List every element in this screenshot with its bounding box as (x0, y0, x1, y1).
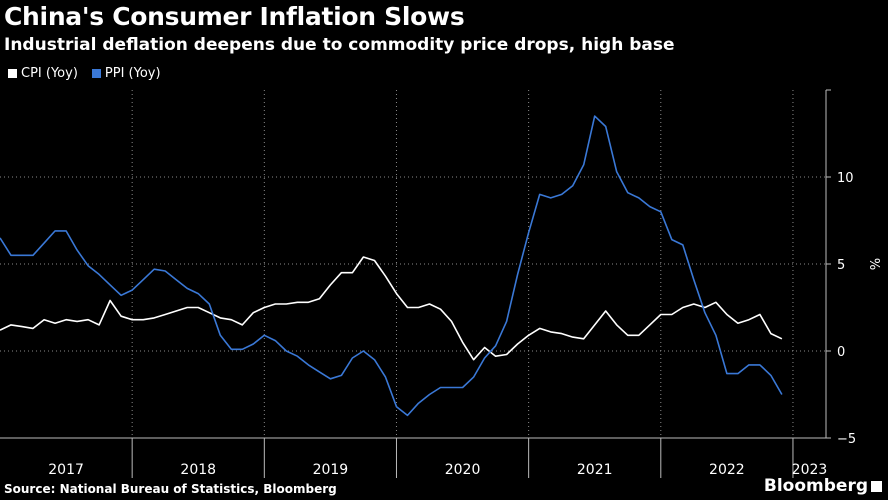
y-axis-label: % (866, 258, 881, 270)
y-tick-label: 0 (837, 345, 845, 360)
x-tick-label: 2018 (180, 462, 216, 478)
legend-label-cpi: CPI (Yoy) (21, 66, 78, 81)
x-tick-label: 2019 (313, 462, 349, 478)
x-tick-label: 2017 (48, 462, 84, 478)
x-tick-label: 2021 (577, 462, 613, 478)
source-note: Source: National Bureau of Statistics, B… (4, 482, 337, 496)
x-tick-label: 2022 (709, 462, 745, 478)
cpi-line (0, 256, 783, 361)
legend-item-ppi: PPI (Yoy) (91, 66, 161, 81)
chart-subtitle: Industrial deflation deepens due to comm… (4, 35, 675, 55)
ppi-line (0, 115, 783, 417)
x-tick-label: 2020 (445, 462, 481, 478)
legend: CPI (Yoy) PPI (Yoy) (8, 66, 161, 81)
legend-label-ppi: PPI (Yoy) (104, 66, 161, 81)
y-tick-label: 10 (837, 171, 854, 186)
legend-swatch-cpi (8, 69, 17, 78)
legend-swatch-ppi (91, 69, 101, 78)
x-tick-label: 2023 (792, 462, 828, 478)
brand-label: Bloomberg (763, 476, 868, 496)
legend-item-cpi: CPI (Yoy) (8, 66, 78, 81)
y-tick-label: 5 (837, 258, 845, 273)
chart-title: China's Consumer Inflation Slows (4, 2, 465, 31)
bloomberg-mark-icon (871, 480, 882, 492)
bloomberg-logo: Bloomberg (764, 476, 882, 496)
y-tick-label: −5 (837, 432, 856, 447)
